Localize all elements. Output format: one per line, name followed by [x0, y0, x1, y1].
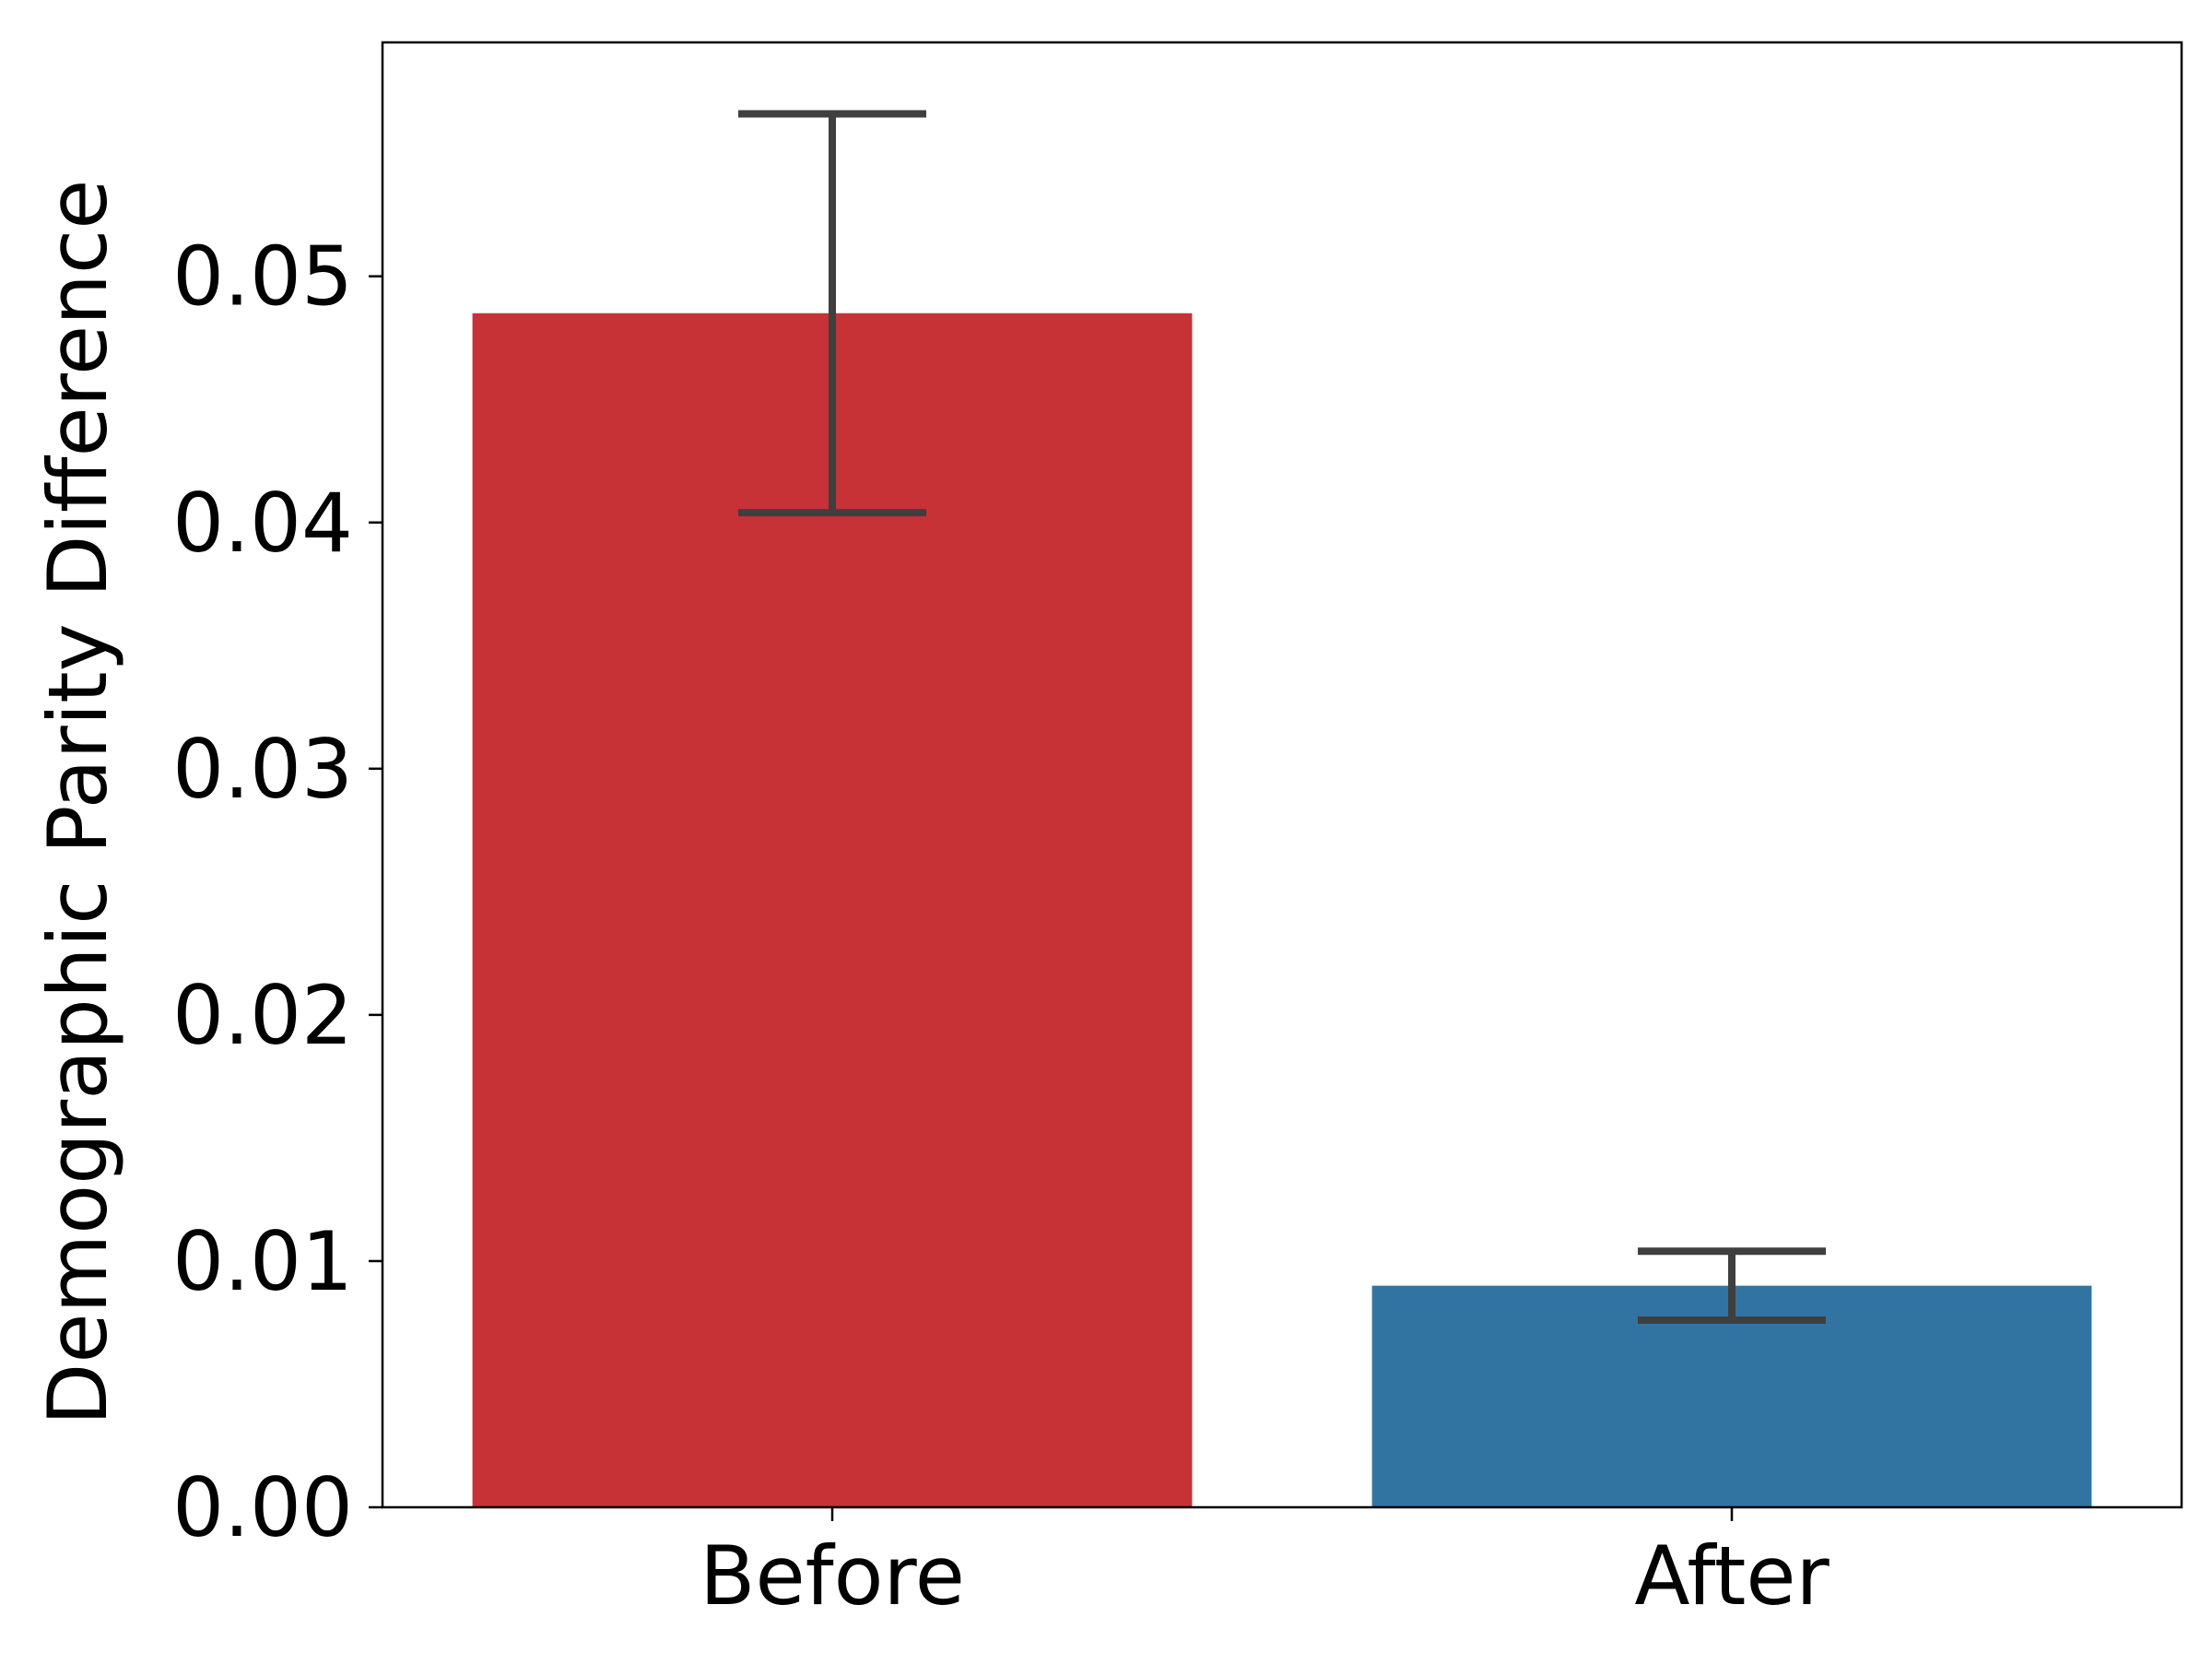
y-tick-label: 0.02: [172, 968, 353, 1063]
y-tick-label: 0.04: [172, 476, 353, 571]
error-bar-after: [1638, 1247, 1826, 1325]
x-tick-label: Before: [700, 1528, 965, 1623]
bars: [472, 313, 2092, 1508]
error-bar-before: [738, 110, 926, 517]
y-axis-ticks: 0.00 0.01 0.02 0.03 0.04 0.05: [172, 230, 382, 1555]
x-tick-label: After: [1634, 1528, 1830, 1623]
y-tick-label: 0.00: [172, 1460, 353, 1555]
y-tick-label: 0.05: [172, 230, 353, 325]
y-tick-label: 0.03: [172, 722, 353, 817]
plot-frame: [381, 41, 2183, 1509]
y-axis-label: Demographic Parity Difference: [30, 180, 125, 1426]
y-tick-label: 0.01: [172, 1214, 353, 1309]
error-bars: [738, 110, 1826, 1325]
x-axis-ticks: Before After: [700, 1507, 1830, 1623]
